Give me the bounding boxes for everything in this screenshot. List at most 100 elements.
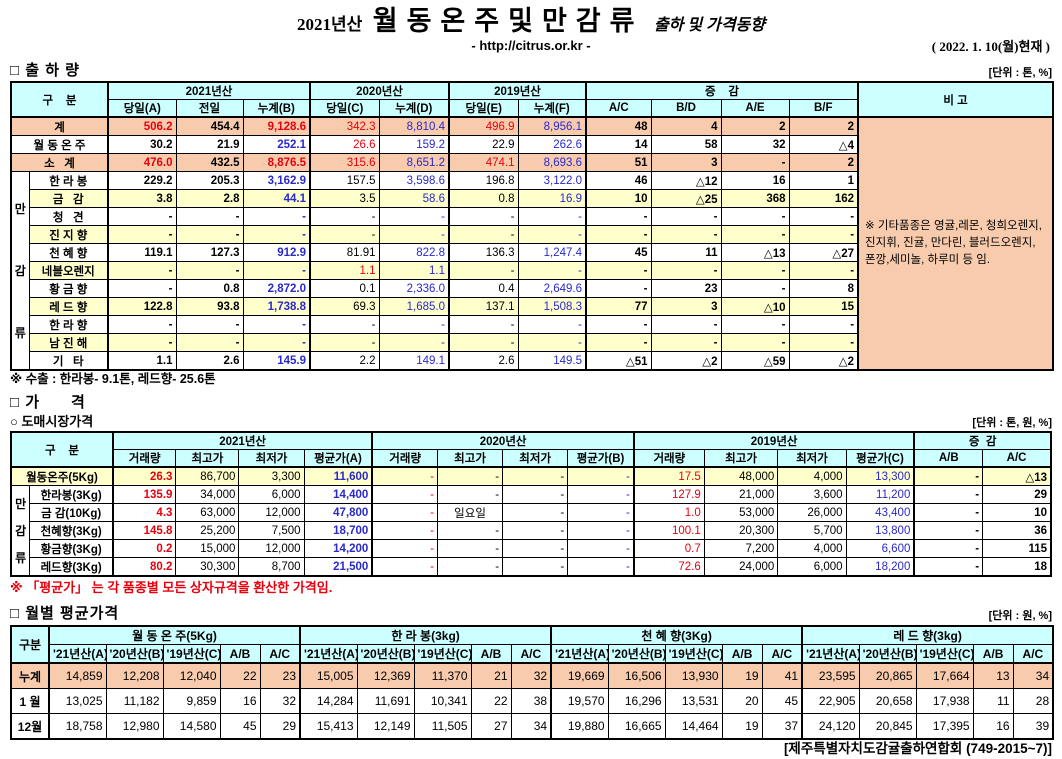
- cell: 159.2: [378, 135, 450, 154]
- cell: 19,669: [550, 662, 609, 689]
- cell: 3: [650, 297, 722, 316]
- table-row: 황금향(3Kg) 0.2 15,000 12,000 14,200- - - -0.7 7,20…: [11, 539, 1052, 558]
- cell: 506.2: [107, 116, 177, 136]
- cell: 16,665: [607, 713, 666, 740]
- cell: 1,508.3: [517, 297, 587, 316]
- cell: 13,930: [664, 662, 723, 689]
- cell: 1.1: [309, 261, 380, 280]
- cell: 17,395: [915, 713, 974, 740]
- row-label: 12월: [10, 713, 50, 740]
- row-label: 한라봉(3Kg): [29, 485, 114, 504]
- cell: 20,865: [858, 662, 917, 689]
- cell: 8,810.4: [378, 116, 450, 136]
- cell: 3,300: [238, 466, 305, 486]
- header-onju-group: 월 동 온 주(5Kg): [47, 625, 301, 645]
- header-2019: 2019년산: [448, 81, 587, 100]
- cell: -: [107, 261, 177, 280]
- table-row: 네블오렌지 - - -1.1 1.1- - - - - -: [11, 261, 1053, 280]
- cell: 4,000: [777, 539, 847, 558]
- cell: 34: [510, 713, 552, 740]
- cell: -: [448, 315, 519, 334]
- cell: -: [436, 485, 504, 504]
- cell: 196.8: [448, 171, 519, 190]
- cell: 252.1: [242, 135, 311, 154]
- table-row: 남 진 해-----------: [11, 333, 1053, 352]
- cell: 9,128.6: [242, 116, 311, 136]
- col-header: A/B: [219, 644, 261, 664]
- cell: 8,876.5: [242, 153, 311, 172]
- cell: 822.8: [378, 243, 450, 262]
- cell: 1.1: [378, 261, 450, 280]
- row-label: 레 드 향: [28, 297, 109, 316]
- cell: 21,500: [303, 557, 373, 577]
- col-header: 당일(A): [107, 99, 177, 118]
- shipment-section-label: □ 출 하 량: [10, 62, 80, 79]
- cell: 115: [982, 539, 1052, 558]
- cell: -: [107, 333, 177, 352]
- cell: 127.3: [175, 243, 244, 262]
- col-header: '21년산(A): [299, 644, 358, 664]
- row-label: 월동온주(5Kg): [10, 466, 114, 486]
- cell: △10: [720, 297, 790, 316]
- cell: -: [650, 225, 722, 244]
- col-header: A/C: [1012, 644, 1054, 664]
- header-2020: 2020년산: [371, 431, 635, 450]
- cell: 18,200: [845, 557, 915, 577]
- monthly-table: 구분 월 동 온 주(5Kg) 한 라 봉(3kg) 천 혜 향(3Kg) 레 …: [10, 625, 1055, 740]
- row-label: 남 진 해: [28, 333, 109, 352]
- col-header: 평균가(A): [303, 449, 373, 468]
- site-url: - http://citrus.or.kr -: [471, 38, 591, 53]
- row-label: 천혜향(3Kg): [29, 521, 114, 540]
- cell: -: [913, 466, 984, 486]
- cell: 205.3: [175, 171, 244, 190]
- cell: 30.2: [107, 135, 177, 154]
- col-header: 당일(E): [448, 99, 519, 118]
- price-section-label: □ 가 격: [10, 394, 86, 411]
- row-label: 황 금 향: [28, 279, 109, 298]
- cell: -: [720, 261, 790, 280]
- title-year: 2021년산: [297, 15, 363, 34]
- table-row: 청 견-----------: [11, 207, 1053, 226]
- cell: -: [378, 315, 450, 334]
- cell: 93.8: [175, 297, 244, 316]
- table-row: 금 감(10Kg) 4.3 63,000 12,000 47,800- 일요일 - -1.0 5…: [11, 503, 1052, 522]
- cell: 137.1: [448, 297, 519, 316]
- cell: -: [448, 261, 519, 280]
- cell: △4: [788, 135, 859, 154]
- cell: 122.8: [107, 297, 177, 316]
- cell: 2,649.6: [517, 279, 587, 298]
- cell: -: [567, 485, 635, 504]
- cell: -: [175, 315, 244, 334]
- cell: 16: [720, 171, 790, 190]
- cell: 2,872.0: [242, 279, 311, 298]
- cell: 36: [982, 521, 1052, 540]
- cell: 19: [721, 713, 763, 740]
- col-header: B/D: [650, 99, 722, 118]
- cell: -: [502, 466, 569, 486]
- cell: -: [517, 207, 587, 226]
- col-header: A/B: [470, 644, 512, 664]
- cell: 10: [982, 503, 1052, 522]
- monthly-unit-label: [단위 : 원, %]: [988, 610, 1052, 622]
- cell: -: [436, 539, 504, 558]
- col-header: 누계(D): [378, 99, 450, 118]
- cell: -: [371, 466, 438, 486]
- cell: -: [585, 261, 652, 280]
- cell: 12,040: [162, 662, 221, 689]
- row-label: 소 계: [10, 153, 109, 172]
- cell: 145.9: [242, 351, 311, 371]
- table-row: 소 계 476.0 432.5 8,876.5 315.6 8,651.2 474.1 8,6…: [10, 153, 1053, 172]
- cell: 12,000: [238, 539, 305, 558]
- cell: 8,700: [238, 557, 305, 577]
- cell: 11,691: [356, 688, 415, 714]
- cell: 0.4: [448, 279, 519, 298]
- cell: 2,336.0: [378, 279, 450, 298]
- cell: 19: [721, 662, 763, 689]
- cell: 14,580: [162, 713, 221, 740]
- row-label: 진 지 향: [28, 225, 109, 244]
- cell: 8,956.1: [517, 116, 587, 136]
- cell: -: [371, 485, 438, 504]
- cell: -: [502, 485, 569, 504]
- cell: -: [585, 315, 652, 334]
